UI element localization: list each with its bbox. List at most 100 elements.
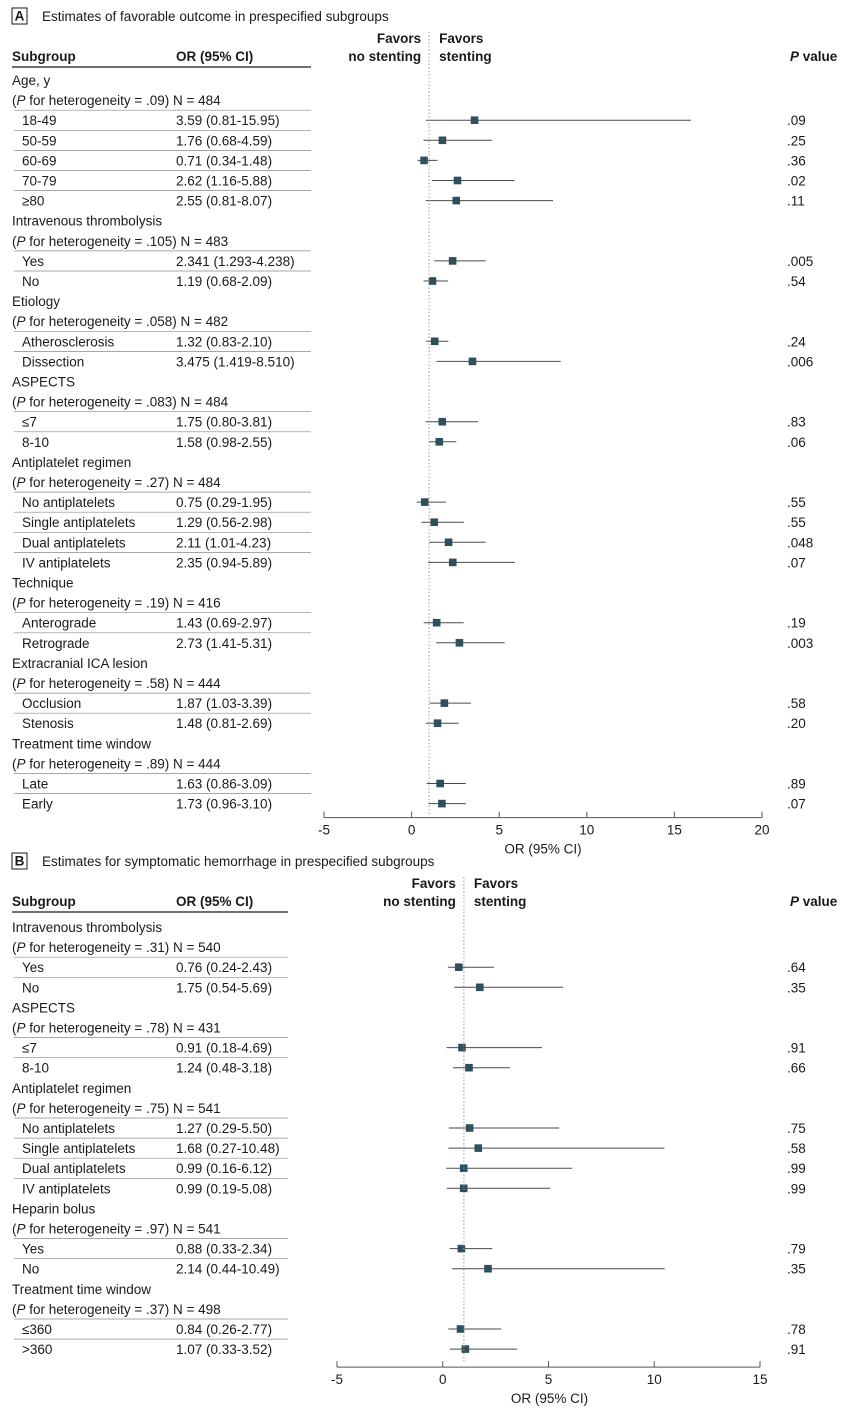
panel-a-group-1-row-3-p: .36 [787,153,806,168]
panel-a-group-1-row-5-or: 2.55 (0.81-8.07) [176,194,272,209]
panel-b-group-5-row-1-or: 0.84 (0.26-2.77) [176,1322,272,1337]
panel-a-group-6-row-2-p: .003 [787,636,813,651]
panel-a-group-1-row-2-p: .25 [787,133,806,148]
panel-b-group-3-row-1-p: .75 [787,1121,806,1136]
panel-a-group-8-row-2-label: Early [22,797,53,812]
panel-a-group-8-name: Treatment time window [12,736,151,751]
panel-a-group-8-heterogeneity: (P for heterogeneity = .89) N = 444 [12,756,221,771]
panel-b-group-1-row-2-p: .35 [787,980,806,995]
panel-b-group-5-row-1-marker [456,1325,465,1333]
panel-a-group-7-row-1-p: .58 [787,696,806,711]
panel-a-group-6-row-1-label: Anterograde [22,616,96,631]
panel-b-favors-right-2: stenting [474,894,527,909]
panel-b-group-2-heterogeneity: (P for heterogeneity = .78) N = 431 [12,1021,221,1036]
panel-b-header-p: P value [790,894,838,909]
panel-a-group-8-row-1-or: 1.63 (0.86-3.09) [176,777,272,792]
panel-a-group-3-name: Etiology [12,294,60,309]
panel-b-group-3-row-4-marker [459,1184,468,1193]
panel-a-group-7-row-2-or: 1.48 (0.81-2.69) [176,716,272,731]
panel-a-group-2-row-2-or: 1.19 (0.68-2.09) [176,274,272,289]
panel-a-group-3-row-2-or: 3.475 (1.419-8.510) [176,354,295,369]
panel-b-group-3-row-3-p: .99 [787,1161,806,1176]
panel-b-group-3-row-1-label: No antiplatelets [22,1121,115,1136]
panel-b-group-1-row-1-or: 0.76 (0.24-2.43) [176,960,272,975]
panel-b-group-4-row-1-label: Yes [22,1242,44,1257]
panel-a-group-2-name: Intravenous thrombolysis [12,214,162,229]
panel-b-group-5-row-2-or: 1.07 (0.33-3.52) [176,1342,272,1357]
panel-a-group-3-row-1-or: 1.32 (0.83-2.10) [176,334,272,349]
panel-a-group-7-name: Extracranial ICA lesion [12,656,148,671]
panel-a-group-8-row-2-or: 1.73 (0.96-3.10) [176,797,272,812]
panel-a-favors-right-1: Favors [439,31,483,46]
panel-a-group-5-row-3-or: 2.11 (1.01-4.23) [176,535,271,550]
panel-b-group-5-name: Treatment time window [12,1282,151,1297]
panel-a-group-4-row-1-p: .83 [787,415,806,430]
panel-b-group-5-row-1-p: .78 [787,1322,806,1337]
panel-a-group-1-row-2-label: 50-59 [22,133,57,148]
panel-a-group-5-row-4-or: 2.35 (0.94-5.89) [176,555,272,570]
panel-b-group-3-row-3-or: 0.99 (0.16-6.12) [176,1161,272,1176]
panel-b-x-tick-label-2: 0 [439,1372,447,1387]
panel-a-group-8-row-1-marker [436,779,444,788]
panel-a-group-1-row-4-marker [453,176,462,185]
panel-a-group-3-row-2-p: .006 [787,354,813,369]
panel-b-label-box [11,852,28,870]
panel-a-favors-left-2: no stenting [348,49,421,64]
panel-a-group-5-row-3-p: .048 [787,535,813,550]
panel-b-group-5-row-2-p: .91 [787,1342,806,1357]
panel-a-label: A [15,9,25,24]
panel-a-label-box [11,7,28,25]
panel-b-group-4-row-2-p: .35 [787,1262,806,1277]
panel-a-group-1-row-4-or: 2.62 (1.16-5.88) [176,174,272,189]
panel-b-group-1-row-1-p: .64 [787,960,806,975]
panel-a-group-7-row-1-marker [440,699,449,707]
panel-b-group-4-row-2-label: No [22,1262,39,1277]
panel-a-group-2-row-1-label: Yes [22,254,44,269]
panel-b-group-4-row-1-or: 0.88 (0.33-2.34) [176,1242,272,1257]
panel-a-group-6-row-2-label: Retrograde [22,636,90,651]
panel-a-group-7-heterogeneity: (P for heterogeneity = .58) N = 444 [12,676,221,691]
panel-b-group-4-row-2-or: 2.14 (0.44-10.49) [176,1262,280,1277]
panel-a-group-2-row-2-marker [428,277,437,285]
panel-a-favors-right-2: stenting [439,49,492,64]
panel-b-group-3-row-2-marker [474,1144,483,1152]
panel-b-group-2-row-1-p: .91 [787,1041,806,1056]
panel-a-group-1-row-5-p: .11 [787,194,805,209]
panel-a-group-4-row-2-label: 8-10 [22,435,49,450]
panel-b-group-2-row-1-marker [458,1043,466,1052]
panel-b-group-3-heterogeneity: (P for heterogeneity = .75) N = 541 [12,1101,221,1116]
panel-a-group-8-row-2-p: .07 [787,797,806,812]
panel-b-group-1-row-1-marker [455,963,463,971]
panel-b-group-4-row-1-marker [457,1244,466,1253]
panel-a-group-3-heterogeneity: (P for heterogeneity = .058) N = 482 [12,314,228,329]
panel-a-group-5-row-2-or: 1.29 (0.56-2.98) [176,515,272,530]
panel-a-group-2-row-2-p: .54 [787,274,806,289]
panel-a-group-3-row-2-marker [468,357,477,366]
panel-a-group-5-row-1-or: 0.75 (0.29-1.95) [176,495,272,510]
panel-a-favors-left-1: Favors [377,31,421,46]
panel-a-group-3-row-1-label: Atherosclerosis [22,334,115,349]
panel-a-group-6-heterogeneity: (P for heterogeneity = .19) N = 416 [12,596,221,611]
panel-a-header-p: P value [790,49,838,64]
panel-a-group-8-row-1-label: Late [22,777,48,792]
panel-a-group-6-row-1-marker [432,618,441,627]
panel-a-group-1-row-1-or: 3.59 (0.81-15.95) [176,113,280,128]
panel-b-group-3-row-4-label: IV antiplatelets [22,1181,111,1196]
panel-a-title: Estimates of favorable outcome in prespe… [42,9,389,24]
panel-a-group-5-name: Antiplatelet regimen [12,455,131,470]
panel-a-group-4-heterogeneity: (P for heterogeneity = .083) N = 484 [12,395,229,410]
panel-a-x-tick-label-4: 10 [579,823,594,838]
panel-b-group-1-row-2-label: No [22,980,39,995]
panel-a-group-1-row-1-label: 18-49 [22,113,57,128]
panel-b-header-or: OR (95% CI) [176,894,253,909]
panel-a-group-8-row-1-p: .89 [787,777,806,792]
panel-b-favors-right-1: Favors [474,876,518,891]
panel-a-group-3-row-1-marker [430,337,439,346]
panel-a-group-2-row-1-or: 2.341 (1.293-4.238) [176,254,295,269]
panel-a-group-5-row-2-label: Single antiplatelets [22,515,136,530]
panel-b-x-axis-label: OR (95% CI) [511,1391,588,1406]
panel-a-group-5-row-4-p: .07 [787,555,806,570]
panel-a: A Estimates of favorable outcome in presp… [11,7,838,857]
panel-b-group-3-row-3-label: Dual antiplatelets [22,1161,126,1176]
